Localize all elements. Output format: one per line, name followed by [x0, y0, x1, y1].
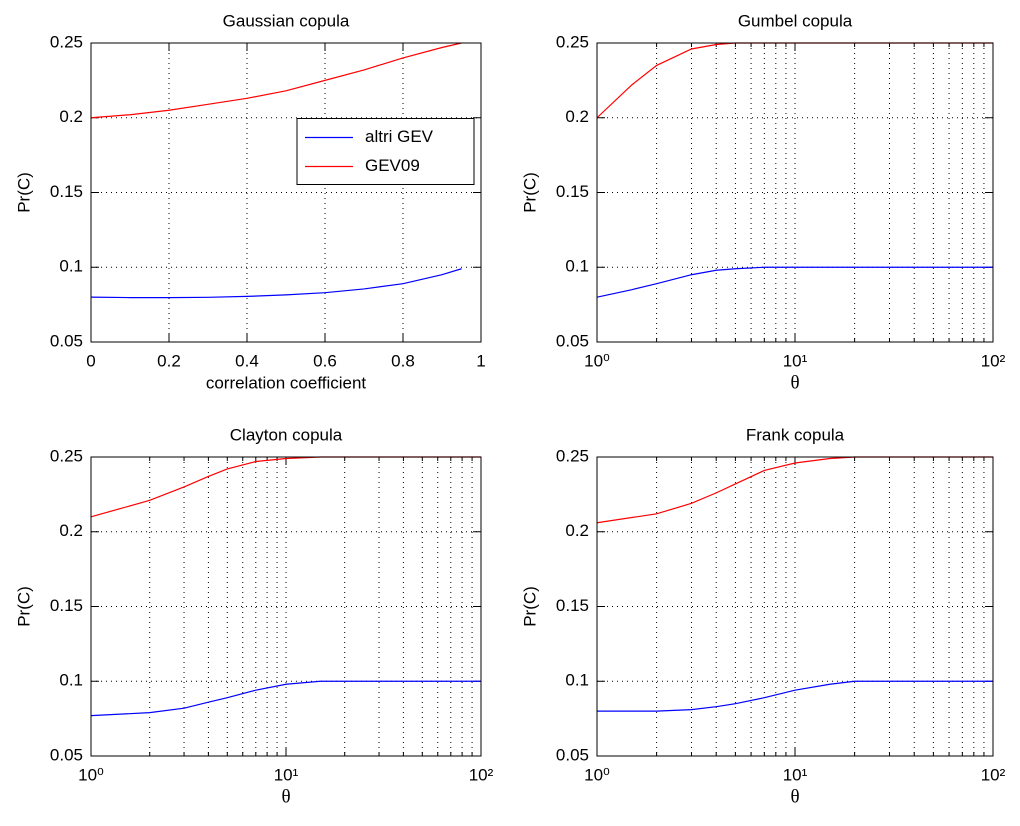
y-tick-label: 0.2	[59, 107, 83, 126]
y-tick-label: 0.2	[565, 107, 589, 126]
x-tick-label: 0.4	[235, 351, 259, 370]
y-tick-label: 0.1	[565, 257, 589, 276]
axes-box	[596, 42, 994, 343]
series-line	[90, 268, 462, 299]
axes-box	[90, 456, 482, 757]
y-axis-label: Pr(C)	[14, 586, 33, 627]
y-tick-label: 0.25	[556, 32, 589, 51]
y-axis-label: Pr(C)	[520, 172, 539, 213]
y-tick-label: 0.05	[556, 331, 589, 350]
x-tick-label: 10⁰	[584, 351, 610, 370]
x-tick-label: 1	[476, 351, 485, 370]
y-tick-label: 0.1	[59, 257, 83, 276]
x-tick-label: 10⁰	[78, 765, 104, 784]
y-tick-label: 0.1	[565, 671, 589, 690]
x-tick-label: 10⁰	[584, 765, 610, 784]
x-tick-label: 0.8	[391, 351, 415, 370]
x-tick-label: 10²	[981, 351, 1006, 370]
y-tick-label: 0.2	[59, 521, 83, 540]
x-axis-label: θ	[790, 372, 799, 393]
x-tick-label: 10²	[469, 765, 494, 784]
axes-box	[596, 456, 994, 757]
y-tick-label: 0.1	[59, 671, 83, 690]
chart-title: Clayton copula	[230, 425, 343, 444]
y-tick-label: 0.15	[50, 596, 83, 615]
series-line	[596, 266, 993, 298]
y-tick-label: 0.05	[50, 745, 83, 764]
y-axis-label: Pr(C)	[14, 172, 33, 213]
x-axis-label: θ	[281, 786, 290, 807]
x-tick-label: 0	[86, 351, 95, 370]
axes-box	[90, 42, 482, 343]
series-line	[90, 680, 481, 717]
y-tick-label: 0.2	[565, 521, 589, 540]
x-tick-label: 0.2	[157, 351, 181, 370]
plot-area	[597, 43, 993, 342]
x-tick-label: 10¹	[783, 765, 808, 784]
legend-label: altri GEV	[365, 127, 434, 146]
y-tick-label: 0.05	[50, 331, 83, 350]
y-axis-label: Pr(C)	[520, 586, 539, 627]
y-tick-label: 0.25	[50, 446, 83, 465]
chart-title: Gaussian copula	[223, 11, 350, 30]
y-tick-label: 0.05	[556, 745, 589, 764]
series-line	[597, 680, 993, 712]
x-axis-label: correlation coefficient	[206, 373, 367, 392]
series-line	[90, 42, 462, 119]
x-tick-label: 0.6	[313, 351, 337, 370]
x-tick-label: 10²	[981, 765, 1006, 784]
x-axis-label: θ	[790, 786, 799, 807]
chart-title: Frank copula	[746, 425, 845, 444]
x-tick-label: 10¹	[274, 765, 299, 784]
legend-box	[296, 118, 475, 185]
chart-title: Gumbel copula	[738, 11, 853, 30]
legend-label: GEV09	[365, 156, 420, 175]
y-tick-label: 0.15	[50, 182, 83, 201]
y-tick-label: 0.25	[556, 446, 589, 465]
y-tick-label: 0.15	[556, 596, 589, 615]
y-tick-label: 0.25	[50, 32, 83, 51]
y-tick-label: 0.15	[556, 182, 589, 201]
x-tick-label: 10¹	[783, 351, 808, 370]
